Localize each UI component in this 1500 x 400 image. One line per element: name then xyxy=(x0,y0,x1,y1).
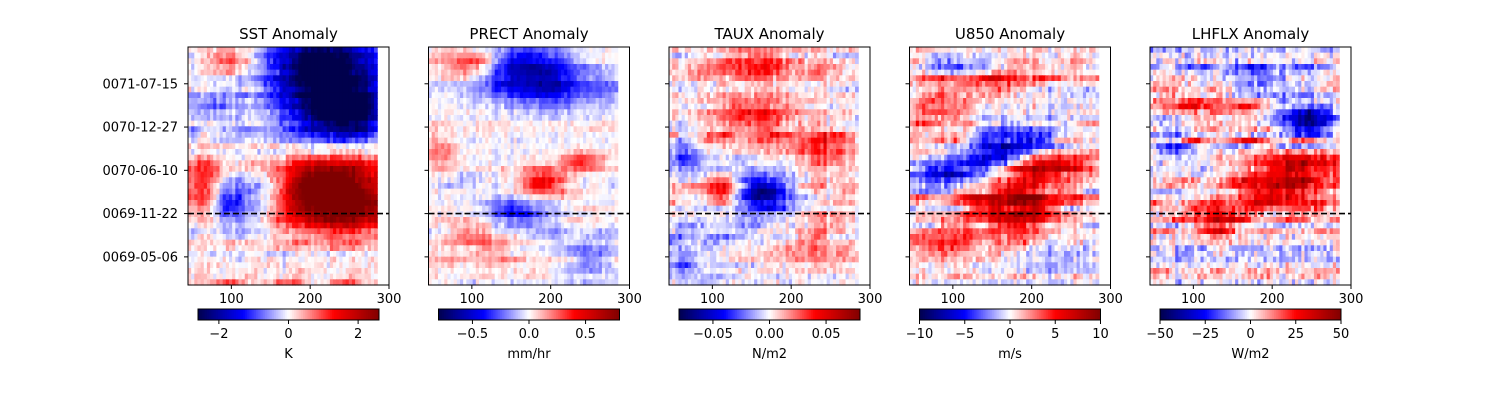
colorbar-tick-label: 0 xyxy=(1006,327,1014,342)
y-tick-label: 0069-11-22 xyxy=(102,207,178,222)
panel-title: TAUX Anomaly xyxy=(713,25,824,43)
x-tick-label: 100 xyxy=(219,292,244,307)
colorbar-tick-label: 10 xyxy=(1092,327,1109,342)
x-tick-label: 300 xyxy=(1098,292,1123,307)
x-tick-label: 200 xyxy=(538,292,563,307)
colorbar-label: m/s xyxy=(998,347,1022,362)
x-tick-label: 300 xyxy=(377,292,402,307)
colorbar-tick-label: 0 xyxy=(284,327,292,342)
colorbar-label: N/m2 xyxy=(752,347,787,362)
panel-title: U850 Anomaly xyxy=(955,25,1065,43)
x-tick-label: 200 xyxy=(779,292,804,307)
colorbar: −2 0 2 K xyxy=(197,308,380,362)
colorbar-tick-label: −10 xyxy=(906,327,933,342)
colorbar: −0.05 0.00 0.05 N/m2 xyxy=(678,308,861,362)
colorbar-tick-label: 2 xyxy=(354,327,362,342)
x-tick-label: 300 xyxy=(1339,292,1364,307)
colorbar: −0.5 0.0 0.5 mm/hr xyxy=(438,308,620,362)
x-tick-label: 100 xyxy=(1181,292,1206,307)
colorbar-tick-label: −50 xyxy=(1146,327,1173,342)
axes-frame xyxy=(909,46,1111,286)
axes-frame xyxy=(428,46,630,286)
colorbar-tick-label: 0.05 xyxy=(812,327,841,342)
axes-frame xyxy=(668,46,871,286)
heatmap-cells xyxy=(188,47,378,286)
colorbar-tick-label: 0.0 xyxy=(519,327,540,342)
x-tick-label: 100 xyxy=(940,292,965,307)
colorbar-tick-label: 0.00 xyxy=(755,327,784,342)
x-tick-label: 100 xyxy=(459,292,484,307)
colorbar-tick-label: −0.5 xyxy=(457,327,489,342)
x-tick-label: 200 xyxy=(1260,292,1285,307)
colorbar: −10 −5 0 5 10 m/s xyxy=(906,308,1109,362)
heatmap-cells xyxy=(1150,47,1340,286)
x-tick-label: 200 xyxy=(298,292,323,307)
y-tick-label: 0070-06-10 xyxy=(102,164,178,179)
axes-frame xyxy=(187,46,390,286)
y-tick-label: 0069-05-06 xyxy=(102,250,178,265)
heatmap-cells xyxy=(669,47,859,286)
colorbar-tick-label: 0 xyxy=(1246,327,1254,342)
panel-title: LHFLX Anomaly xyxy=(1192,25,1310,43)
heatmap-cells xyxy=(909,47,1100,286)
colorbar-tick-label: −2 xyxy=(209,327,228,342)
axes-frame xyxy=(1149,46,1352,286)
colorbar: −50 −25 0 25 50 W/m2 xyxy=(1146,308,1350,362)
colorbar-label: K xyxy=(284,347,293,362)
x-tick-label: 100 xyxy=(700,292,725,307)
colorbar-tick-label: 0.5 xyxy=(575,327,596,342)
colorbar-tick-label: −0.05 xyxy=(693,327,733,342)
panel-4: U850 Anomaly 100 200 300 −10 −5 0 5 10 m/s xyxy=(905,25,1123,362)
panel-title: PRECT Anomaly xyxy=(469,25,588,43)
panel-2: PRECT Anomaly 100 200 300 −0.5 0.0 0.5 mm/hr xyxy=(424,25,642,362)
panel-title: SST Anomaly xyxy=(239,25,338,43)
colorbar-tick-label: 50 xyxy=(1333,327,1350,342)
x-tick-label: 300 xyxy=(858,292,883,307)
panel-3: TAUX Anomaly 100 200 300 −0.05 0.00 0.05 N/m2 xyxy=(665,25,882,362)
x-tick-label: 200 xyxy=(1019,292,1044,307)
y-tick-label: 0070-12-27 xyxy=(102,121,178,136)
panel-5: LHFLX Anomaly 100 200 300 −50 −25 0 25 50 W/m2 xyxy=(1146,25,1363,362)
panel-1: SST Anomaly 100 200 300 0069-05-06 0069-11-22… xyxy=(102,25,401,362)
colorbar-tick-label: −5 xyxy=(955,327,974,342)
x-tick-label: 300 xyxy=(617,292,642,307)
colorbar-tick-label: 5 xyxy=(1051,327,1059,342)
colorbar-label: W/m2 xyxy=(1231,347,1269,362)
colorbar-label: mm/hr xyxy=(507,347,551,362)
y-tick-label: 0071-07-15 xyxy=(102,77,178,92)
colorbar-tick-label: 25 xyxy=(1287,327,1304,342)
colorbar-tick-label: −25 xyxy=(1192,327,1219,342)
heatmap-cells xyxy=(428,47,619,286)
